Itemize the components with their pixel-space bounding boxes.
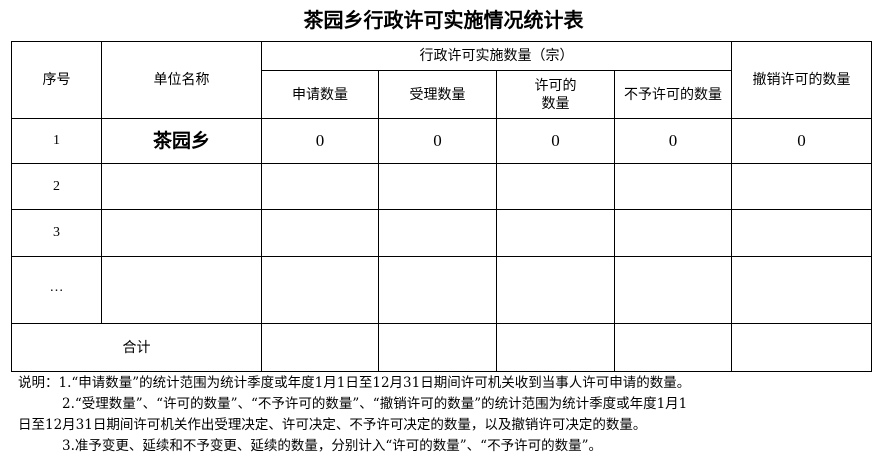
cell-index: 2 xyxy=(11,163,102,210)
note-line: 说明：1.“申请数量”的统计范围为统计季度或年度1月1日至12月31日期间许可机… xyxy=(18,375,691,391)
cell-accept: 0 xyxy=(378,118,497,164)
cell-index: 3 xyxy=(11,209,102,257)
table-row: … xyxy=(11,256,872,324)
notes: 说明：1.“申请数量”的统计范围为统计季度或年度1月1日至12月31日期间许可机… xyxy=(18,373,878,457)
header-permit: 许可的数量 xyxy=(496,70,615,119)
header-revoke: 撤销许可的数量 xyxy=(731,41,872,119)
cell-index: … xyxy=(11,256,102,324)
header-deny: 不予许可的数量 xyxy=(614,70,732,119)
total-label: 合计 xyxy=(11,323,262,372)
total-row: 合计 xyxy=(11,323,872,372)
cell-deny: 0 xyxy=(614,118,732,164)
note-line: 日至12月31日期间许可机关作出受理决定、许可决定、不予许可决定的数量，以及撤销… xyxy=(18,417,647,433)
header-apply: 申请数量 xyxy=(261,70,379,119)
cell-revoke: 0 xyxy=(731,118,872,164)
cell-index: 1 xyxy=(11,118,102,164)
page-title: 茶园乡行政许可实施情况统计表 xyxy=(303,8,584,32)
header-index: 序号 xyxy=(11,41,102,119)
statistics-table: 序号 单位名称 行政许可实施数量（宗） 撤销许可的数量 申请数量 受理数量 许可… xyxy=(11,41,872,372)
table-row: 2 xyxy=(11,163,872,210)
header-group: 行政许可实施数量（宗） xyxy=(261,41,732,71)
table-row: 3 xyxy=(11,209,872,257)
header-unit-name: 单位名称 xyxy=(101,41,262,119)
cell-permit: 0 xyxy=(496,118,615,164)
cell-unit-name: 茶园乡 xyxy=(101,118,262,164)
note-line: 3.准予变更、延续和不予变更、延续的数量，分别计入“许可的数量”、“不予许可的数… xyxy=(62,438,602,454)
header-accept: 受理数量 xyxy=(378,70,497,119)
cell-apply: 0 xyxy=(261,118,379,164)
table-row: 1 茶园乡 0 0 0 0 0 xyxy=(11,118,872,164)
note-line: 2.“受理数量”、“许可的数量”、“不予许可的数量”、“撤销许可的数量”的统计范… xyxy=(62,396,688,412)
